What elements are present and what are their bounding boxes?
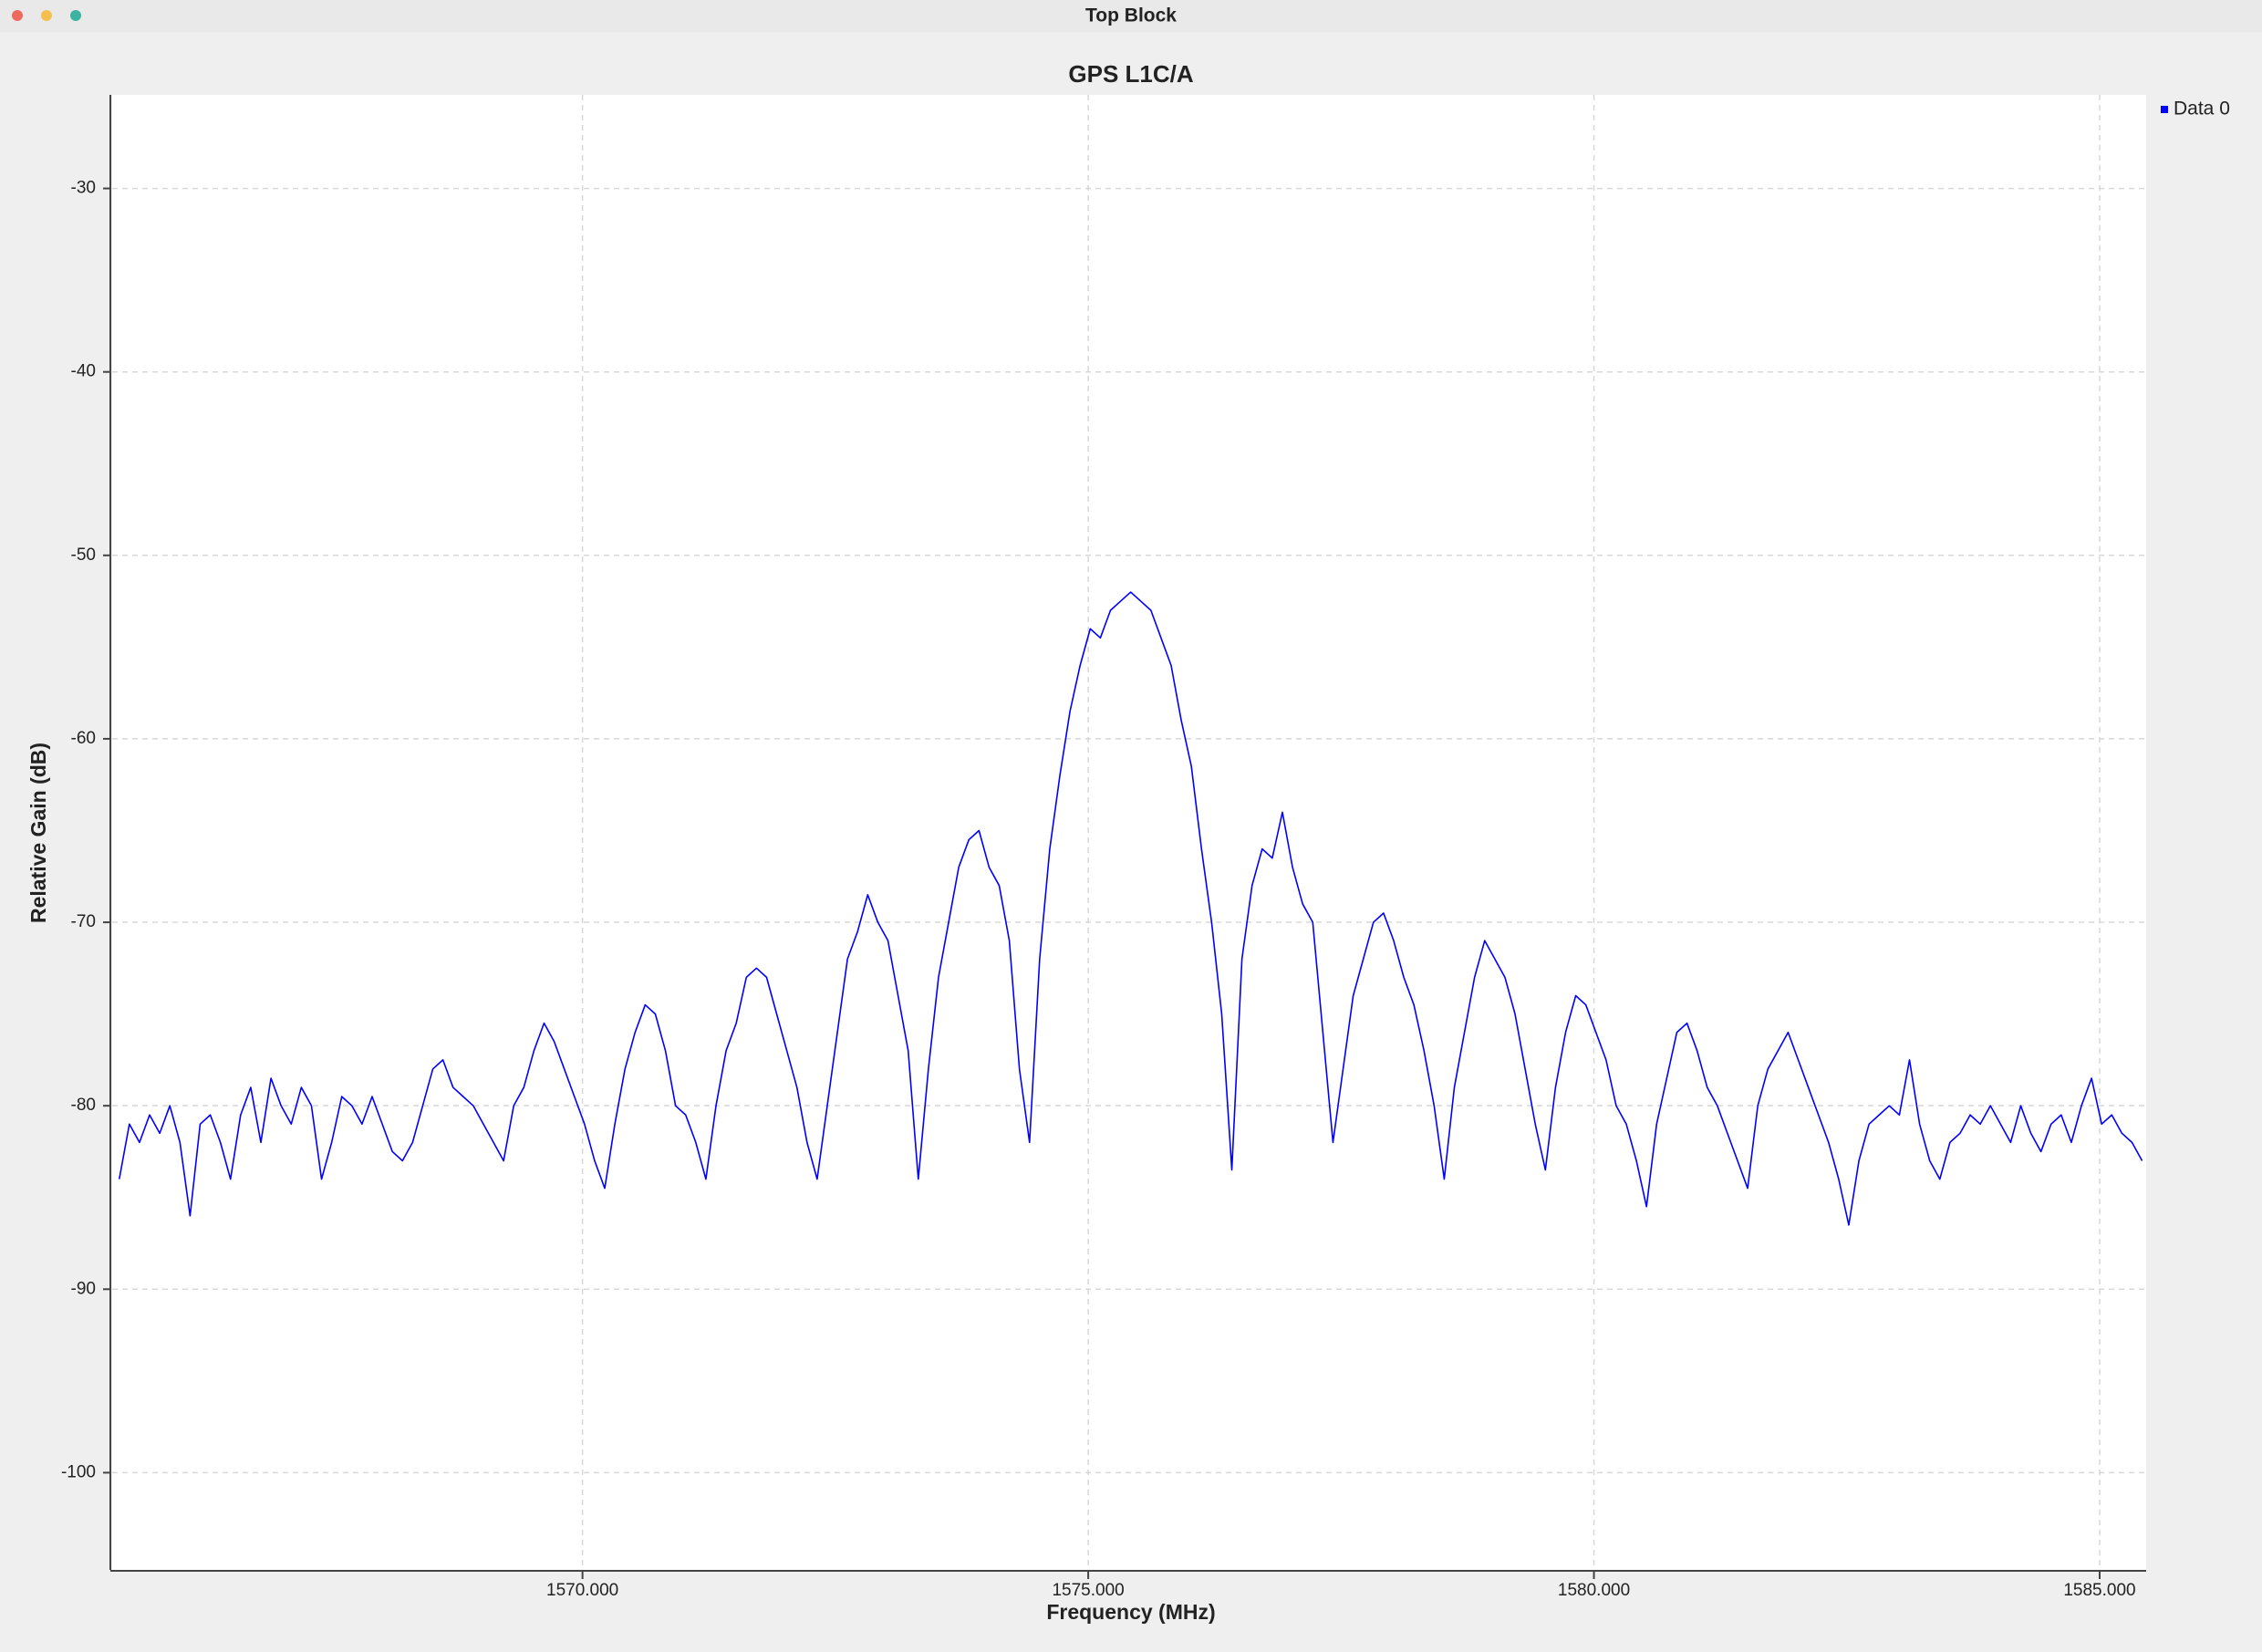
y-tick-label: -30 <box>71 179 96 198</box>
legend-swatch <box>2161 106 2168 113</box>
x-tick-label: 1580.000 <box>1558 1581 1630 1600</box>
x-tick-label: 1585.000 <box>2063 1581 2135 1600</box>
legend-label: Data 0 <box>2174 99 2230 119</box>
plot-area <box>112 95 2146 1570</box>
y-tick-label: -40 <box>71 362 96 381</box>
data-line <box>118 591 2143 1226</box>
y-tick-label: -50 <box>71 545 96 565</box>
maximize-button[interactable] <box>70 10 81 21</box>
close-button[interactable] <box>12 10 23 21</box>
y-tick-label: -100 <box>61 1462 96 1481</box>
chart-title: GPS L1C/A <box>1068 60 1193 88</box>
y-tick-label: -60 <box>71 729 96 748</box>
y-tick-label: -90 <box>71 1279 96 1298</box>
y-axis-label: Relative Gain (dB) <box>26 743 50 923</box>
title-bar <box>0 0 2262 32</box>
y-tick-label: -70 <box>71 912 96 931</box>
x-tick-label: 1570.000 <box>546 1581 618 1600</box>
y-tick-label: -80 <box>71 1096 96 1115</box>
x-tick-label: 1575.000 <box>1052 1581 1124 1600</box>
minimize-button[interactable] <box>41 10 52 21</box>
window-title: Top Block <box>1085 5 1177 26</box>
x-axis-label: Frequency (MHz) <box>1046 1600 1215 1624</box>
